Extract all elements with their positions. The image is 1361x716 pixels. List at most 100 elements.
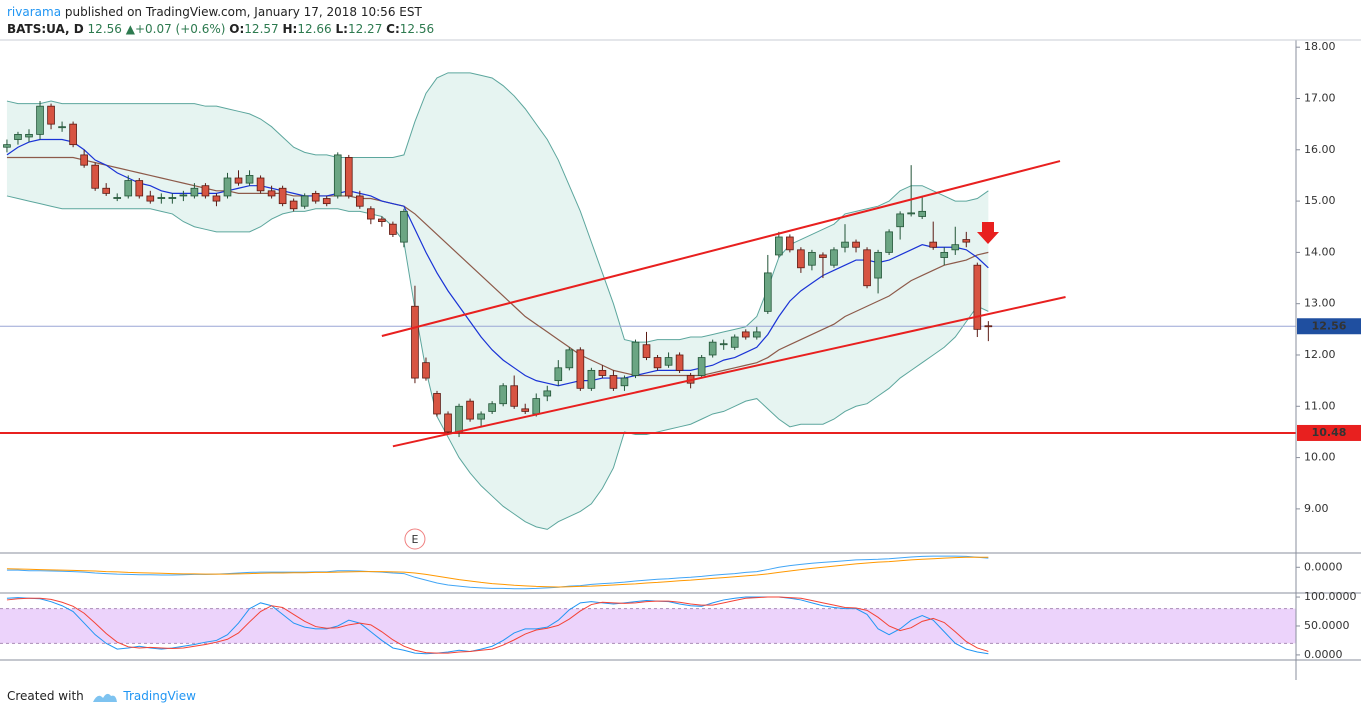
y-tick-label: 10.00 <box>1304 451 1336 464</box>
candle-body <box>378 218 386 223</box>
candle-body <box>664 357 673 366</box>
price: 12.56 <box>87 22 122 36</box>
hline-label: 10.48 <box>1312 426 1347 439</box>
y-tick-label: 50.0000 <box>1304 619 1350 632</box>
axes: 9.00 10.00 11.00 12.00 13.00 14.00 15.00 16.00 1… <box>1296 40 1361 661</box>
candle-body <box>267 190 276 197</box>
header-line-1: rivarama published on TradingView.com, J… <box>7 4 434 21</box>
y-tick-label: 9.00 <box>1304 502 1329 515</box>
candle-body <box>642 344 651 358</box>
candle-body <box>367 208 375 220</box>
candle-body <box>951 244 960 251</box>
y-tick-label: 13.00 <box>1304 297 1336 310</box>
author[interactable]: rivarama <box>7 5 62 19</box>
candle-body <box>344 157 353 197</box>
candle-body <box>168 197 177 199</box>
candle-body <box>389 223 397 235</box>
y-tick-label: 0.0000 <box>1304 560 1343 573</box>
band-lower <box>6 195 989 530</box>
candle-body <box>973 264 982 330</box>
candle-body <box>852 241 860 248</box>
candle-body <box>730 336 739 348</box>
candle-body <box>466 400 474 420</box>
candle-body <box>25 133 33 138</box>
candle-body <box>433 393 441 415</box>
candle-body <box>907 212 915 215</box>
y-tick-label: 0.0000 <box>1304 648 1343 661</box>
close: 12.56 <box>399 22 435 36</box>
candle-body <box>565 349 574 369</box>
candle-body <box>653 357 662 369</box>
header: rivarama published on TradingView.com, J… <box>7 4 434 38</box>
candle-body <box>752 331 761 338</box>
candle-body <box>598 369 607 376</box>
plot: E <box>0 72 1296 655</box>
chart: E 9.00 10.00 11.00 12.00 13.00 14.00 15.00 16.0… <box>0 39 1361 680</box>
footer: Created with TradingView <box>7 689 196 704</box>
high: 12.66 <box>297 22 332 36</box>
candle-body <box>69 123 77 146</box>
candle-body <box>521 408 530 412</box>
last-price-label: 12.56 <box>1312 319 1347 332</box>
candle-body <box>962 239 971 243</box>
candle-body <box>80 154 88 166</box>
candle-body <box>631 341 640 376</box>
candle-body <box>91 164 99 189</box>
candle-body <box>609 375 618 389</box>
published: published on TradingView.com, January 17… <box>64 5 422 19</box>
candle-body <box>675 354 684 371</box>
candle-body <box>499 385 507 405</box>
candle-body <box>797 249 805 269</box>
moving-average <box>6 138 989 387</box>
candle-body <box>775 236 783 256</box>
candle-body <box>444 413 452 433</box>
candle-body <box>620 377 629 387</box>
candle-body <box>929 241 938 248</box>
y-tick-label: 18.00 <box>1304 40 1336 53</box>
candle-body <box>763 272 772 312</box>
candle-body <box>113 197 122 199</box>
candle-body <box>245 175 254 184</box>
candle-body <box>697 357 706 376</box>
candle-body <box>918 210 927 217</box>
y-tick-label: 16.00 <box>1304 143 1336 156</box>
candle-body <box>543 390 552 397</box>
candle-body <box>256 177 265 192</box>
low: 12.27 <box>347 22 383 36</box>
candle-body <box>212 195 221 202</box>
candle-body <box>896 213 904 228</box>
candle-body <box>863 249 871 287</box>
candle-body <box>411 305 419 379</box>
trend-line <box>381 160 1061 337</box>
change: +0.07 (+0.6%) <box>134 22 226 36</box>
candle-body <box>278 187 287 205</box>
hline-label-bg <box>1297 424 1361 441</box>
candle-body <box>455 405 463 433</box>
candle-body <box>3 144 11 148</box>
arrow: ▲ <box>125 22 135 36</box>
brand[interactable]: TradingView <box>123 689 196 703</box>
indicator-line <box>6 555 989 590</box>
symbol: BATS:UA, D <box>7 22 84 36</box>
y-tick-label: 11.00 <box>1304 399 1336 412</box>
candle-body <box>940 251 949 258</box>
candle-body <box>741 331 750 338</box>
indicator-line <box>6 556 989 588</box>
candle-body <box>841 241 849 248</box>
moving-average <box>6 156 989 377</box>
candle-body <box>808 251 816 266</box>
candle-body <box>102 187 111 194</box>
candle-body <box>333 154 342 197</box>
candle-body <box>400 210 408 243</box>
band-fill <box>0 608 1296 644</box>
logo <box>92 693 117 702</box>
candle-body <box>146 195 155 202</box>
candle-body <box>708 341 717 356</box>
open: 12.57 <box>244 22 279 36</box>
band-fill <box>6 72 989 530</box>
candle-body <box>885 231 893 253</box>
candle-body <box>587 369 596 389</box>
o-label: O: <box>229 22 245 36</box>
event-marker <box>404 528 426 550</box>
